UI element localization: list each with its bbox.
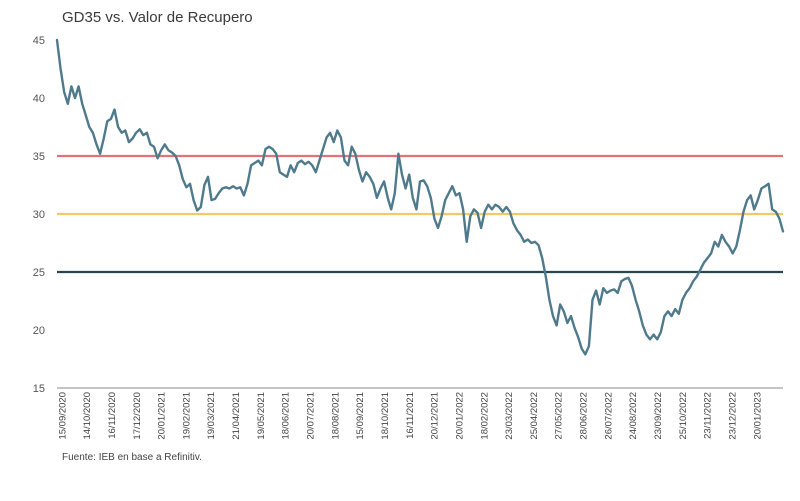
x-tick-label: 16/11/2021 — [405, 392, 416, 439]
x-tick-label: 24/08/2022 — [628, 392, 639, 440]
x-tick-label: 23/03/2022 — [504, 392, 515, 440]
x-tick-label: 16/11/2020 — [107, 392, 118, 439]
x-tick-label: 18/02/2022 — [479, 392, 490, 440]
reference-lines — [57, 154, 783, 274]
y-tick-label: 25 — [33, 267, 45, 279]
x-tick-label: 20/07/2021 — [306, 392, 317, 440]
x-tick-label: 18/10/2021 — [380, 392, 391, 440]
x-tick-label: 23/11/2022 — [703, 392, 714, 439]
x-tick-label: 27/05/2022 — [554, 392, 565, 440]
y-tick-label: 35 — [33, 151, 45, 163]
x-tick-label: 26/07/2022 — [603, 392, 614, 440]
x-tick-label: 18/08/2021 — [330, 392, 341, 440]
x-tick-label: 15/09/2020 — [57, 392, 68, 440]
y-tick-label: 40 — [33, 93, 45, 105]
source-note: Fuente: IEB en base a Refinitiv. — [62, 452, 202, 463]
x-tick-label: 25/10/2022 — [678, 392, 689, 440]
x-tick-label: 20/01/2023 — [752, 392, 763, 440]
series-layer — [55, 38, 785, 356]
y-tick-label: 45 — [33, 35, 45, 47]
x-tick-label: 18/06/2021 — [281, 392, 292, 440]
x-tick-label: 17/12/2020 — [132, 392, 143, 440]
y-tick-label: 30 — [33, 209, 45, 221]
x-tick-label: 20/01/2022 — [454, 392, 465, 440]
x-tick-label: 14/10/2020 — [82, 392, 93, 440]
x-tick-label: 19/03/2021 — [206, 392, 217, 440]
x-axis: 15/09/2020 14/10/2020 16/11/2020 17/12/2020… — [57, 392, 763, 440]
x-tick-label: 25/04/2022 — [529, 392, 540, 440]
y-tick-label: 20 — [33, 325, 45, 337]
y-tick-label: 15 — [33, 383, 45, 395]
x-tick-label: 21/04/2021 — [231, 392, 242, 440]
x-tick-label: 20/01/2021 — [157, 392, 168, 440]
x-tick-label: 19/02/2021 — [181, 392, 192, 440]
chart-title: GD35 vs. Valor de Recupero — [62, 9, 253, 26]
y-axis: 15 20 25 30 35 40 45 — [33, 35, 45, 395]
x-tick-label: 28/06/2022 — [579, 392, 590, 440]
x-tick-label: 15/09/2021 — [355, 392, 366, 440]
x-tick-label: 23/09/2022 — [653, 392, 664, 440]
x-tick-label: 20/12/2021 — [430, 392, 441, 440]
series-line-gd35 — [55, 38, 785, 356]
x-tick-label: 19/05/2021 — [256, 392, 267, 440]
x-tick-label: 23/12/2022 — [728, 392, 739, 440]
